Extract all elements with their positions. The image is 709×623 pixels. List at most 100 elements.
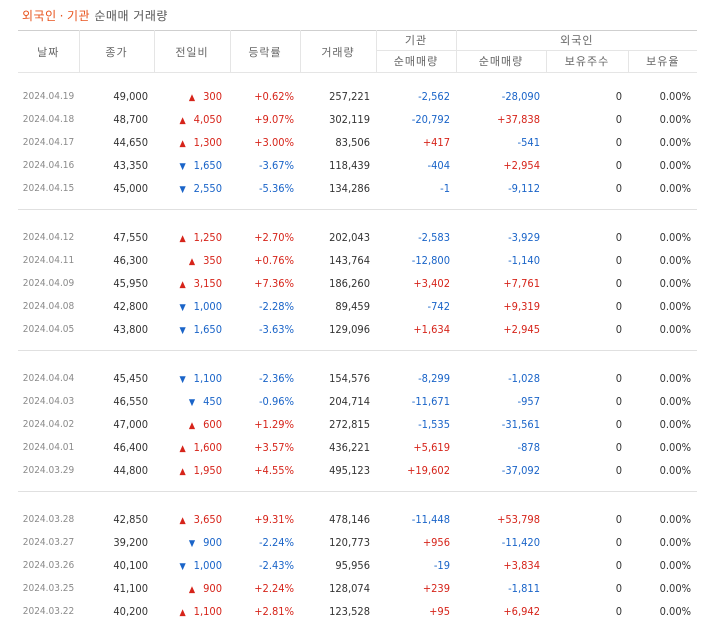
cell-rate: +1.29% — [230, 413, 300, 436]
group-spacer — [18, 200, 697, 210]
cell-foreign-net: +2,954 — [456, 154, 546, 177]
down-triangle-icon: ▼ — [179, 562, 185, 572]
cell-foreign-net: -1,811 — [456, 577, 546, 600]
up-triangle-icon: ▲ — [179, 116, 185, 126]
cell-date: 2024.04.12 — [18, 226, 79, 249]
cell-foreign-net: -1,140 — [456, 249, 546, 272]
cell-ratio: 0.00% — [628, 154, 697, 177]
cell-diff-value: 1,650 — [194, 159, 222, 172]
up-triangle-icon: ▲ — [189, 93, 195, 103]
cell-close: 42,800 — [79, 295, 154, 318]
cell-diff: ▼ 1,650 — [154, 154, 230, 177]
cell-date: 2024.04.02 — [18, 413, 79, 436]
cell-diff: ▼900 — [154, 531, 230, 554]
cell-diff: ▼450 — [154, 390, 230, 413]
cell-diff: ▼1,000 — [154, 295, 230, 318]
title-foreign-tab[interactable]: 외국인 — [22, 9, 57, 23]
cell-date: 2024.04.01 — [18, 436, 79, 459]
down-triangle-icon: ▼ — [179, 162, 185, 172]
cell-diff: ▲1,950 — [154, 459, 230, 482]
cell-foreign-net: -541 — [456, 131, 546, 154]
cell-diff-value: 1,000 — [194, 300, 222, 313]
cell-inst-net: +5,619 — [376, 436, 456, 459]
cell-inst-net: +417 — [376, 131, 456, 154]
cell-foreign-net: +9,319 — [456, 295, 546, 318]
header-foreign-group: 외국인 — [456, 31, 697, 51]
cell-diff: ▲1,600 — [154, 436, 230, 459]
cell-foreign-net: +53,798 — [456, 508, 546, 531]
cell-inst-net: -8,299 — [376, 367, 456, 390]
cell-rate: -3.63% — [230, 318, 300, 341]
cell-holdings: 0 — [546, 390, 628, 413]
up-triangle-icon: ▲ — [179, 467, 185, 477]
cell-rate: +2.24% — [230, 577, 300, 600]
cell-date: 2024.04.05 — [18, 318, 79, 341]
cell-close: 40,200 — [79, 600, 154, 623]
group-spacer — [18, 210, 697, 226]
cell-inst-net: +19,602 — [376, 459, 456, 482]
cell-foreign-net: -11,420 — [456, 531, 546, 554]
cell-rate: +3.00% — [230, 131, 300, 154]
cell-diff-value: 350 — [203, 254, 222, 267]
cell-diff: ▼2,550 — [154, 177, 230, 200]
cell-date: 2024.04.18 — [18, 108, 79, 131]
cell-rate: +2.70% — [230, 226, 300, 249]
header-ratio: 보유율 — [628, 50, 697, 72]
cell-rate: +9.07% — [230, 108, 300, 131]
down-triangle-icon: ▼ — [179, 375, 185, 385]
cell-diff-value: 1,100 — [194, 605, 222, 618]
cell-date: 2024.04.17 — [18, 131, 79, 154]
cell-rate: +0.62% — [230, 85, 300, 108]
cell-holdings: 0 — [546, 577, 628, 600]
title-institution-tab[interactable]: 기관 — [67, 9, 90, 23]
cell-inst-net: -11,448 — [376, 508, 456, 531]
down-triangle-icon: ▼ — [179, 326, 185, 336]
cell-ratio: 0.00% — [628, 177, 697, 200]
cell-volume: 154,576 — [300, 367, 376, 390]
up-triangle-icon: ▲ — [179, 444, 185, 454]
cell-diff-value: 900 — [203, 582, 222, 595]
cell-diff-value: 4,050 — [194, 113, 222, 126]
cell-rate: -2.24% — [230, 531, 300, 554]
cell-holdings: 0 — [546, 554, 628, 577]
cell-volume: 478,146 — [300, 508, 376, 531]
header-inst-net: 순매매량 — [376, 50, 456, 72]
cell-inst-net: -12,800 — [376, 249, 456, 272]
cell-ratio: 0.00% — [628, 531, 697, 554]
header-close: 종가 — [79, 31, 154, 73]
cell-foreign-net: +37,838 — [456, 108, 546, 131]
cell-volume: 120,773 — [300, 531, 376, 554]
cell-inst-net: +239 — [376, 577, 456, 600]
cell-diff: ▼1,000 — [154, 554, 230, 577]
cell-foreign-net: +3,834 — [456, 554, 546, 577]
up-triangle-icon: ▲ — [179, 280, 185, 290]
cell-foreign-net: -1,028 — [456, 367, 546, 390]
cell-volume: 495,123 — [300, 459, 376, 482]
up-triangle-icon: ▲ — [179, 608, 185, 618]
cell-rate: -2.43% — [230, 554, 300, 577]
cell-rate: +3.57% — [230, 436, 300, 459]
cell-inst-net: -2,562 — [376, 85, 456, 108]
cell-diff-value: 450 — [203, 395, 222, 408]
cell-close: 47,550 — [79, 226, 154, 249]
cell-ratio: 0.00% — [628, 226, 697, 249]
cell-rate: -5.36% — [230, 177, 300, 200]
up-triangle-icon: ▲ — [179, 234, 185, 244]
up-triangle-icon: ▲ — [189, 421, 195, 431]
cell-volume: 302,119 — [300, 108, 376, 131]
cell-diff-value: 1,250 — [194, 231, 222, 244]
cell-close: 47,000 — [79, 413, 154, 436]
up-triangle-icon: ▲ — [179, 516, 185, 526]
cell-foreign-net: -9,112 — [456, 177, 546, 200]
cell-diff: ▲3,650 — [154, 508, 230, 531]
cell-inst-net: -19 — [376, 554, 456, 577]
